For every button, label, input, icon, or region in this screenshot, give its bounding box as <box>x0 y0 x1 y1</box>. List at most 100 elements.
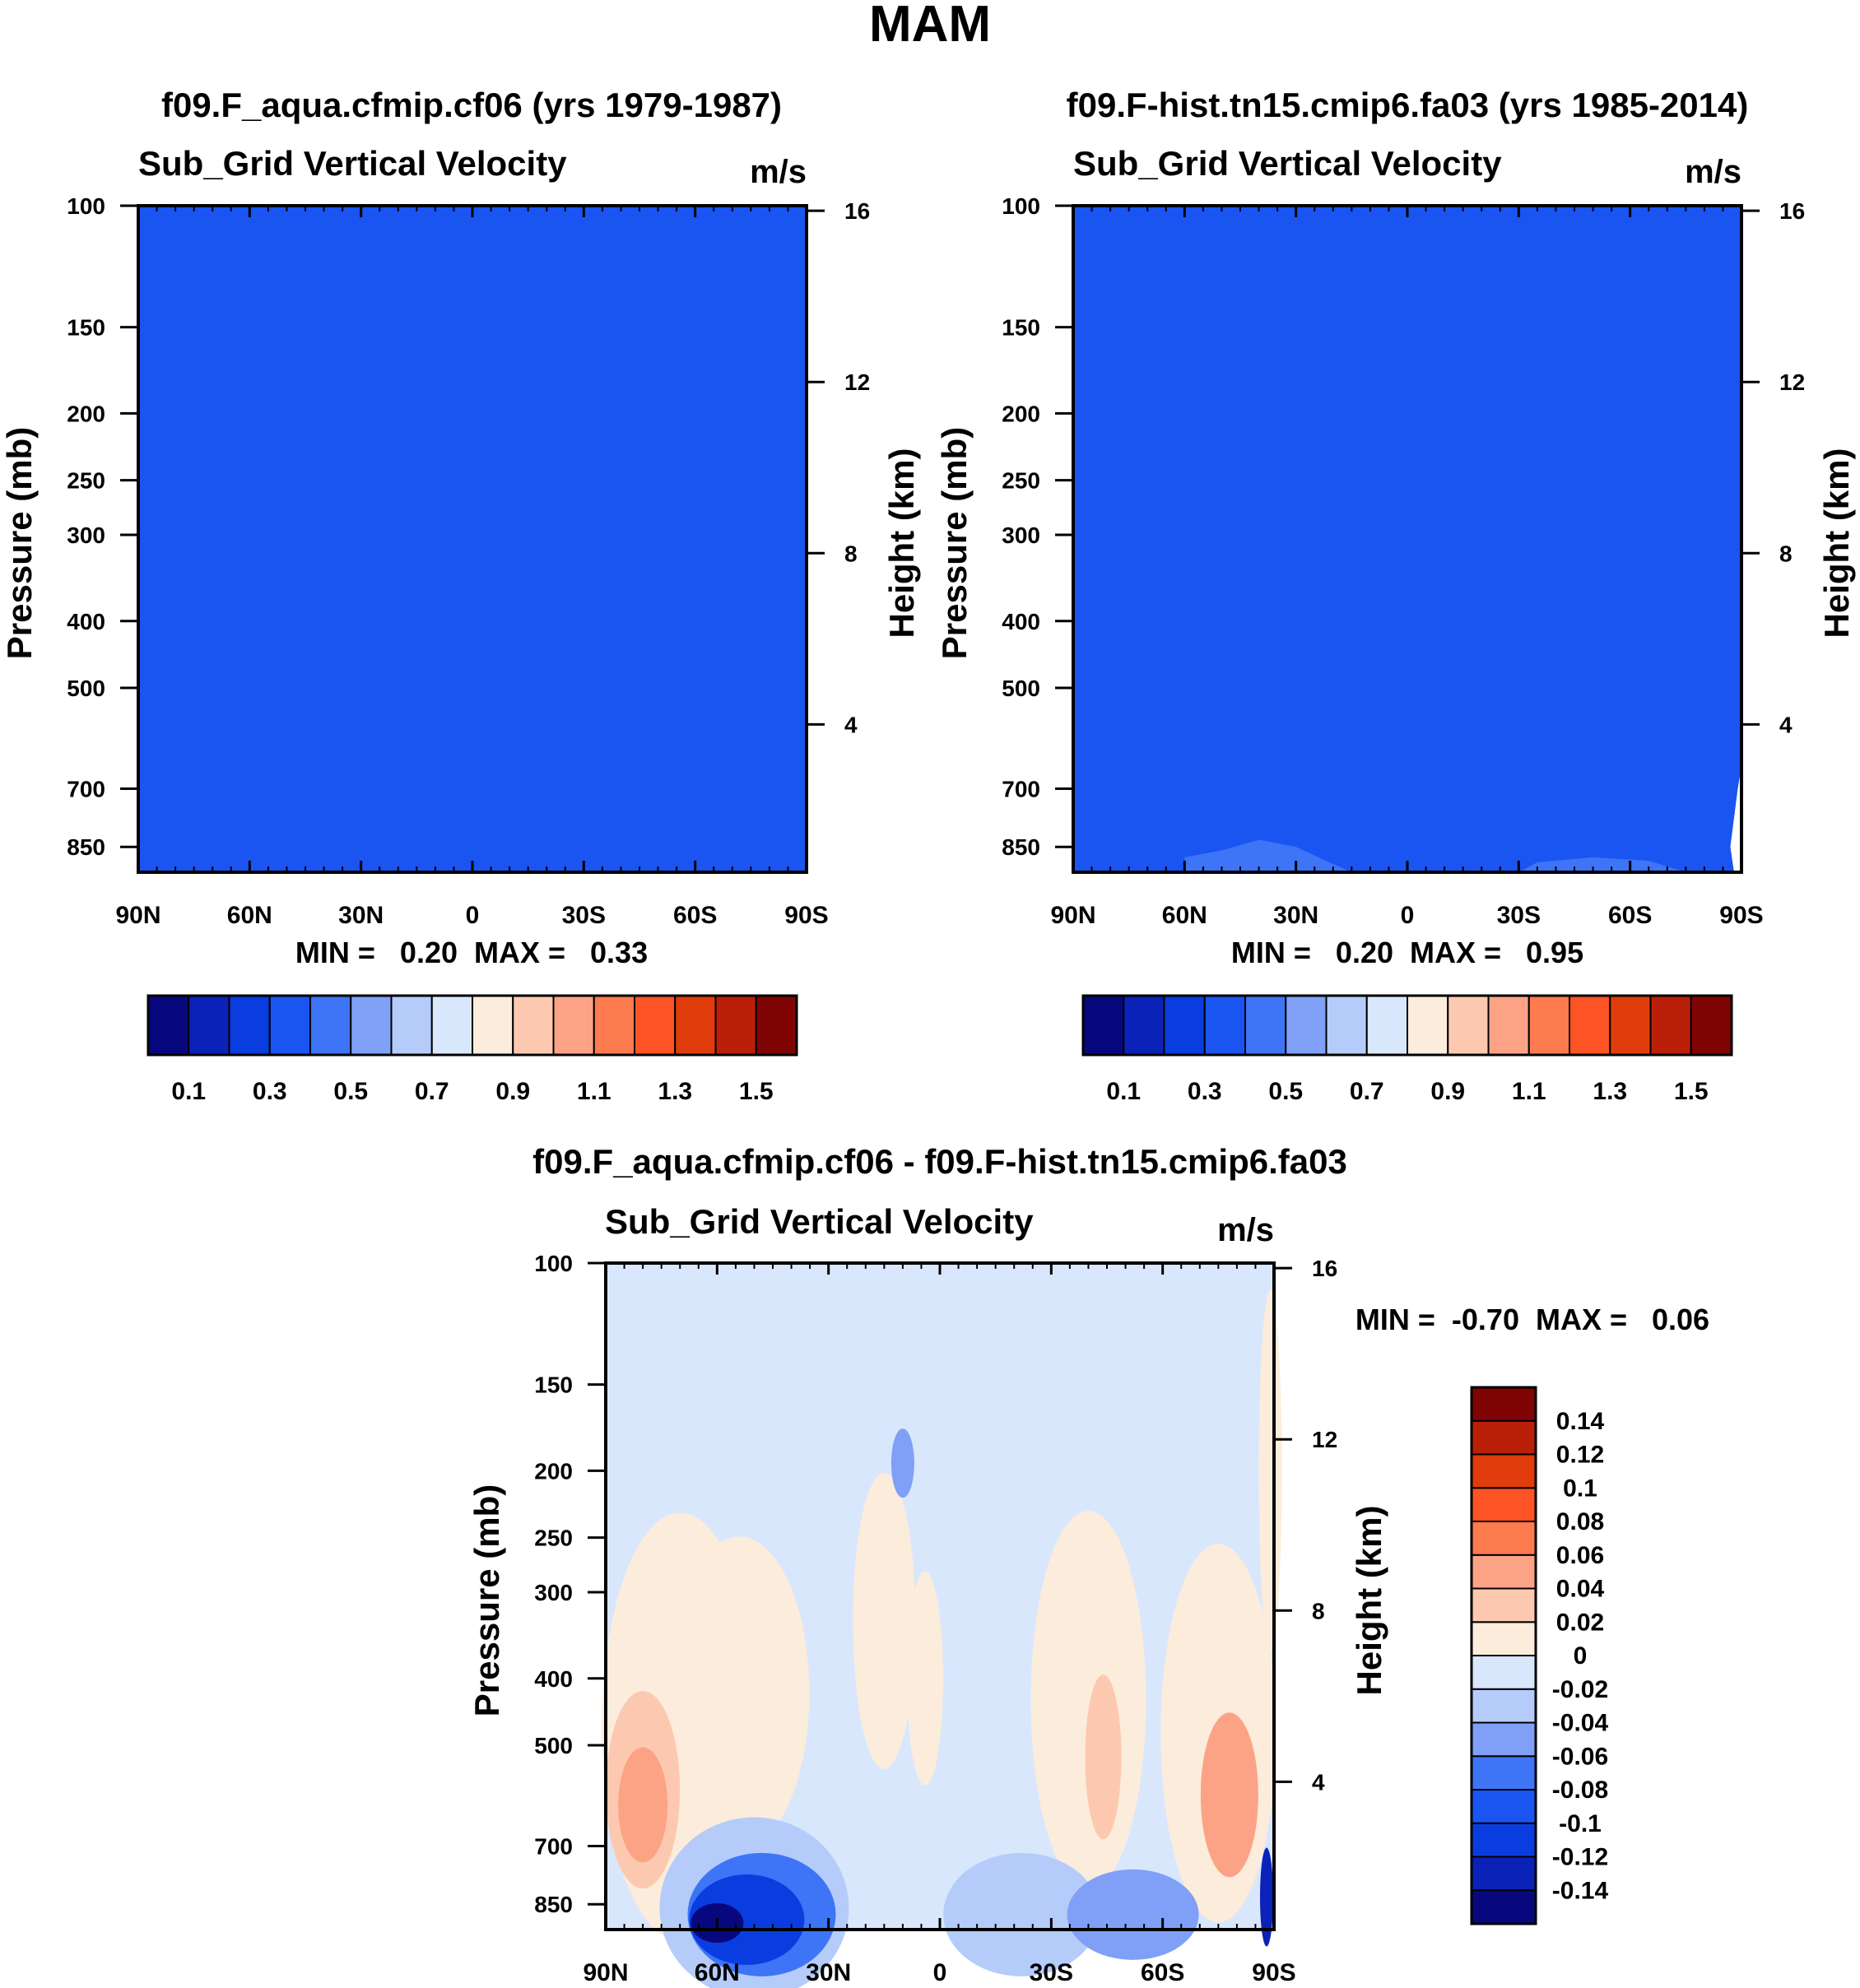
colorbar-box <box>1447 995 1490 1056</box>
colorbar-box <box>1123 995 1165 1056</box>
colorbar-label: -0.08 <box>1552 1777 1608 1804</box>
colorbar-label: 0.1 <box>1106 1078 1141 1105</box>
colorbar-box <box>634 995 677 1056</box>
colorbar: -0.14 -0.12 -0.1 -0.08 -0.06 -0.04 -0.02 0 0.02 0… <box>1470 1386 1609 1925</box>
colorbar-label: 1.3 <box>1593 1078 1627 1105</box>
colorbar-label: 0.7 <box>1350 1078 1384 1105</box>
x-tick-label: 30S <box>562 902 606 929</box>
x-tick-label: 60S <box>1141 1959 1184 1986</box>
contour-region <box>1730 766 1741 872</box>
colorbar-box <box>430 995 473 1056</box>
colorbar-label: -0.04 <box>1552 1710 1609 1737</box>
y-tick-label-pressure: 300 <box>67 523 105 548</box>
colorbar-label: -0.12 <box>1552 1844 1608 1871</box>
colorbar-box <box>1471 1621 1537 1656</box>
colorbar-box <box>1528 995 1570 1056</box>
x-tick-label: 0 <box>466 902 480 929</box>
colorbar-box <box>1471 1721 1537 1758</box>
colorbar-box <box>309 995 352 1056</box>
panel-title: f09.F_aqua.cfmip.cf06 (yrs 1979-1987) <box>161 86 782 124</box>
x-tick-label: 60S <box>673 902 717 929</box>
field-background <box>1073 206 1741 872</box>
colorbar-label: 0.1 <box>171 1078 206 1105</box>
y-tick-label-pressure: 250 <box>67 468 105 494</box>
contour-region <box>1085 1674 1122 1840</box>
x-tick-label: 60N <box>227 902 272 929</box>
y-tick-label-pressure: 100 <box>534 1251 573 1276</box>
colorbar-label: 0.9 <box>1430 1078 1465 1105</box>
x-tick-label: 30N <box>1273 902 1318 929</box>
y-tick-label-pressure: 250 <box>1002 468 1040 494</box>
x-tick-label: 30S <box>1497 902 1541 929</box>
colorbar-label: 0.06 <box>1556 1542 1604 1569</box>
panel-title: f09.F_aqua.cfmip.cf06 - f09.F-hist.tn15.… <box>532 1142 1347 1181</box>
colorbar-label: 0.1 <box>1563 1475 1597 1502</box>
y-tick-label-height: 8 <box>1779 541 1793 566</box>
colorbar-box <box>1285 995 1328 1056</box>
colorbar-box <box>188 995 230 1056</box>
variable-name: Sub_Grid Vertical Velocity <box>605 1202 1034 1241</box>
plot-axes: 90N 60N 30N 0 30S 60S 90S 100 150 200 250 300 400 500… <box>67 193 870 929</box>
contour-region <box>1259 1847 1273 1947</box>
panel-reference: f09.F-hist.tn15.cmip6.fa03 (yrs 1985-201… <box>935 86 1856 1105</box>
colorbar-frame <box>1470 1386 1537 1925</box>
colorbar-label: 0.3 <box>253 1078 287 1105</box>
contour-region <box>943 1852 1100 1976</box>
colorbar-box <box>228 995 271 1056</box>
y-axis-label-height: Height (km) <box>1350 1506 1388 1696</box>
contour-region <box>1030 1511 1146 1890</box>
y-tick-label-pressure: 150 <box>1002 315 1040 341</box>
colorbar-box <box>1569 995 1611 1056</box>
colorbar: 0.1 0.3 0.5 0.7 0.9 1.1 1.3 1.5 <box>1081 994 1733 1105</box>
colorbar-box <box>1609 995 1652 1056</box>
variable-name: Sub_Grid Vertical Velocity <box>138 144 567 183</box>
colorbar-label: -0.02 <box>1552 1676 1608 1703</box>
colorbar-box <box>390 995 433 1056</box>
panel-difference: f09.F_aqua.cfmip.cf06 - f09.F-hist.tn15.… <box>467 1142 1709 1988</box>
colorbar-box <box>512 995 555 1056</box>
colorbar-box <box>1690 995 1732 1056</box>
y-tick-label-pressure: 500 <box>67 676 105 701</box>
x-tick-label: 90N <box>115 902 160 929</box>
units-label: m/s <box>750 154 807 190</box>
colorbar-box <box>1471 1453 1537 1489</box>
x-tick-label: 30N <box>806 1959 851 1986</box>
contour-region <box>853 1472 916 1769</box>
y-tick-label-pressure: 700 <box>1002 777 1040 802</box>
units-label: m/s <box>1685 154 1741 190</box>
x-tick-label: 90N <box>583 1959 628 1986</box>
contour-region <box>669 1536 810 1850</box>
x-tick-label: 90S <box>1719 902 1763 929</box>
colorbar-label: 1.1 <box>1512 1078 1546 1105</box>
contour-region <box>1184 839 1352 872</box>
colorbar-box <box>674 995 717 1056</box>
y-tick-label-pressure: 200 <box>534 1458 573 1484</box>
colorbar-box <box>1471 1419 1537 1456</box>
colorbar-box <box>1244 995 1287 1056</box>
colorbar-label: 0.5 <box>1268 1078 1303 1105</box>
x-tick-label: 60N <box>1162 902 1207 929</box>
y-tick-label-height: 12 <box>844 369 870 395</box>
colorbar-box <box>1471 1655 1537 1690</box>
colorbar-frame <box>1081 994 1733 1057</box>
colorbar-box <box>1471 1386 1537 1422</box>
colorbar: 0.1 0.3 0.5 0.7 0.9 1.1 1.3 1.5 <box>146 994 798 1105</box>
colorbar-label: 0.7 <box>415 1078 449 1105</box>
colorbar-box <box>1471 1554 1537 1590</box>
x-tick-label: 0 <box>933 1959 947 1986</box>
colorbar-box <box>1471 1856 1537 1892</box>
colorbar-label: 0.12 <box>1556 1442 1604 1469</box>
colorbar-label: 0 <box>1574 1642 1588 1670</box>
x-tick-label: 60S <box>1608 902 1652 929</box>
colorbar-label: -0.14 <box>1552 1877 1609 1904</box>
contour-region <box>618 1747 668 1863</box>
colorbar-box <box>1407 995 1449 1056</box>
colorbar-box <box>1471 1889 1537 1925</box>
colorbar-label: 1.3 <box>658 1078 692 1105</box>
y-tick-label-pressure: 300 <box>534 1580 573 1605</box>
colorbar-box <box>1471 1587 1537 1623</box>
y-tick-label-height: 12 <box>1779 369 1805 395</box>
colorbar-label: 0.9 <box>495 1078 530 1105</box>
y-tick-label-pressure: 500 <box>1002 676 1040 701</box>
